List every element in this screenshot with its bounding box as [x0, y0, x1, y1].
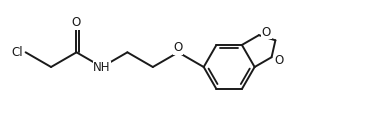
Text: O: O [72, 16, 81, 29]
Text: Cl: Cl [11, 46, 23, 59]
Text: O: O [262, 26, 271, 39]
Text: NH: NH [93, 62, 111, 75]
Text: O: O [174, 41, 183, 54]
Text: O: O [274, 54, 284, 67]
